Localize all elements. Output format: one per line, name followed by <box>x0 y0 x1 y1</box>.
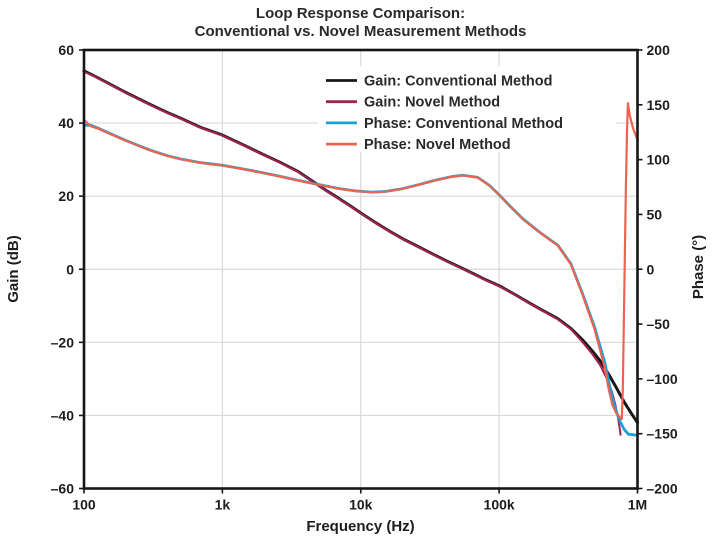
legend-label: Gain: Novel Method <box>364 95 500 111</box>
axis-tick-labels: 100 1k 10k 100k 1M6040200–20–40–602001501005… <box>51 42 678 513</box>
legend-label: Phase: Conventional Method <box>364 116 563 132</box>
y-right-tick-label: 150 <box>647 97 671 113</box>
y-right-tick-label: 0 <box>647 261 655 277</box>
y-left-tick-label: –60 <box>51 481 75 497</box>
y-left-tick-label: 0 <box>66 261 74 277</box>
y-right-tick-label: –200 <box>647 481 678 497</box>
y-right-tick-label: 200 <box>647 42 671 58</box>
y-right-tick-label: –150 <box>647 426 678 442</box>
chart-title-line2: Conventional vs. Novel Measurement Metho… <box>195 23 527 40</box>
legend-label: Phase: Novel Method <box>364 137 511 153</box>
legend-box <box>318 66 616 152</box>
x-tick-label: 10k <box>349 497 373 513</box>
series-lines <box>82 69 639 437</box>
chart-title-line1: Loop Response Comparison: <box>256 5 465 22</box>
x-tick-label: 1M <box>628 497 647 513</box>
series-line-phase-novel-method <box>82 102 639 420</box>
y-left-axis-label: Gain (dB) <box>5 235 22 303</box>
y-left-tick-label: –40 <box>51 407 75 423</box>
legend-label: Gain: Conventional Method <box>364 74 553 90</box>
y-left-tick-label: 60 <box>58 42 74 58</box>
y-right-tick-label: 50 <box>647 206 663 222</box>
y-right-tick-label: –50 <box>647 316 671 332</box>
x-axis-label: Frequency (Hz) <box>306 518 414 535</box>
legend: Gain: Conventional Method Gain: Novel Met… <box>318 66 616 153</box>
y-left-tick-label: 20 <box>58 188 74 204</box>
x-tick-label: 1k <box>215 497 231 513</box>
series-line-gain-novel-method <box>83 70 622 436</box>
x-tick-label: 100k <box>484 497 515 513</box>
y-right-tick-label: 100 <box>647 152 671 168</box>
y-right-axis-label: Phase (°) <box>690 235 707 299</box>
axis-ticks <box>79 49 643 494</box>
y-left-tick-label: 40 <box>58 115 74 131</box>
y-left-tick-label: –20 <box>51 334 75 350</box>
x-tick-label: 100 <box>72 497 96 513</box>
y-right-tick-label: –100 <box>647 371 678 387</box>
